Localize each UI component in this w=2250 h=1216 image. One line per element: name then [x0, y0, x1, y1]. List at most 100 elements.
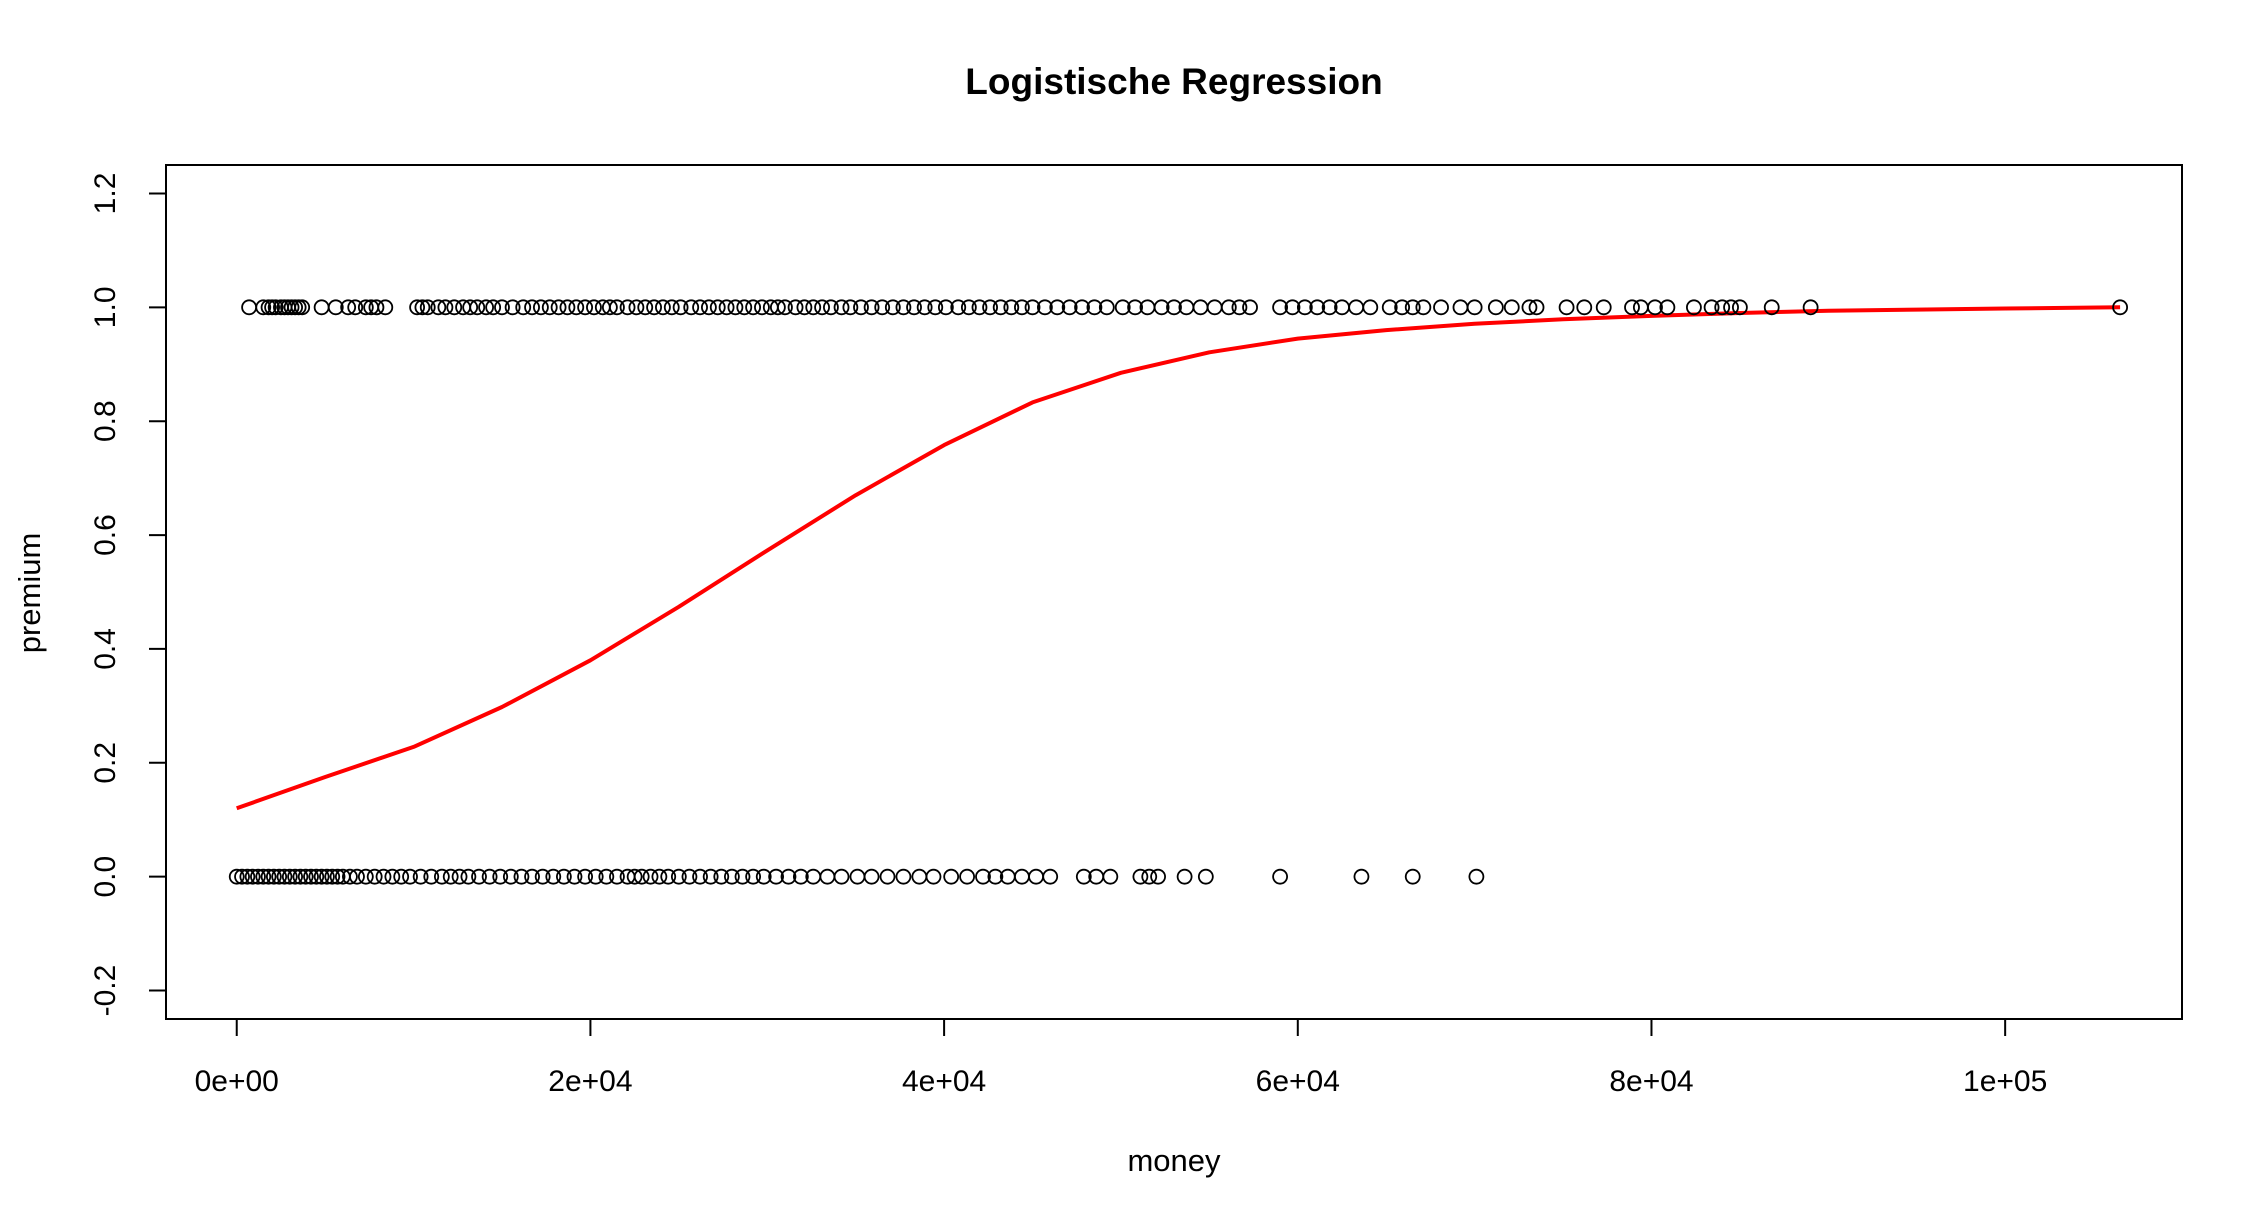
data-point	[555, 868, 572, 885]
data-point	[239, 868, 256, 885]
data-point	[723, 868, 740, 885]
data-point	[524, 299, 540, 316]
data-point	[515, 299, 532, 316]
data-point	[736, 299, 753, 316]
data-point	[842, 299, 859, 316]
data-point	[1127, 299, 1143, 316]
data-point	[460, 868, 477, 885]
data-point	[1296, 299, 1313, 316]
data-point	[727, 299, 744, 316]
data-point	[1003, 299, 1020, 316]
data-point	[265, 868, 282, 885]
data-point	[1558, 299, 1575, 316]
data-point	[792, 868, 809, 885]
x-tick-label: 2e+04	[548, 1065, 632, 1098]
data-point	[655, 299, 671, 316]
data-point	[987, 868, 1004, 885]
data-point	[347, 299, 364, 316]
data-point	[260, 868, 277, 885]
y-tick-label: 0.6	[89, 514, 122, 556]
data-point	[502, 868, 519, 885]
data-point	[1659, 299, 1676, 316]
data-point	[683, 299, 700, 316]
data-point	[609, 868, 625, 885]
data-point	[906, 299, 922, 316]
data-point	[349, 868, 365, 885]
data-point	[681, 868, 698, 885]
data-point	[637, 299, 654, 316]
data-point	[1014, 299, 1030, 316]
data-points-layer	[228, 299, 2129, 885]
data-point	[319, 868, 335, 885]
data-point	[1272, 299, 1289, 316]
data-point	[1150, 868, 1166, 885]
data-point	[377, 299, 394, 316]
data-point	[1309, 299, 1326, 316]
data-point	[271, 868, 288, 885]
data-point	[446, 299, 463, 316]
data-point	[1220, 299, 1237, 316]
data-point	[787, 299, 804, 316]
data-point	[1703, 299, 1720, 316]
data-point	[1466, 299, 1483, 316]
data-point	[492, 868, 509, 885]
data-point	[971, 299, 988, 316]
data-point	[1284, 299, 1301, 316]
data-point	[1037, 299, 1053, 316]
data-point	[1394, 299, 1411, 316]
data-point	[833, 868, 850, 885]
data-point	[916, 299, 933, 316]
data-point	[943, 868, 960, 885]
data-point	[1176, 868, 1193, 885]
data-point	[550, 299, 567, 316]
data-point	[819, 868, 836, 885]
data-point	[1075, 868, 1092, 885]
data-point	[1024, 299, 1041, 316]
data-point	[1074, 299, 1090, 316]
data-point	[1723, 299, 1739, 316]
data-point	[992, 299, 1009, 316]
data-point	[672, 299, 689, 316]
data-point	[308, 868, 325, 885]
plot-frame	[165, 164, 2183, 1020]
data-point	[1487, 299, 1504, 316]
data-point	[702, 868, 719, 885]
data-point	[402, 868, 418, 885]
data-point	[462, 299, 479, 316]
data-point	[414, 299, 431, 316]
data-point	[1321, 299, 1338, 316]
data-point	[1061, 299, 1078, 316]
data-point	[357, 868, 374, 885]
data-point	[368, 299, 385, 316]
y-tick-label: 0.4	[89, 628, 122, 670]
data-point	[646, 299, 662, 316]
data-point	[1714, 299, 1731, 316]
data-point	[276, 868, 293, 885]
data-point	[960, 299, 977, 316]
data-point	[879, 868, 896, 885]
data-point	[375, 868, 392, 885]
data-point	[633, 868, 650, 885]
data-point	[745, 868, 762, 885]
data-point	[1098, 299, 1115, 316]
fitted-curve-layer	[236, 305, 2121, 811]
data-point	[959, 868, 975, 885]
data-point	[419, 299, 436, 316]
data-point	[566, 868, 583, 885]
data-point	[796, 299, 813, 316]
data-point	[469, 299, 486, 316]
data-point	[1802, 299, 1819, 316]
data-point	[709, 299, 726, 316]
data-point	[267, 299, 284, 316]
data-point	[642, 868, 659, 885]
data-point	[1197, 868, 1214, 885]
data-point	[863, 868, 880, 885]
data-point	[1132, 868, 1149, 885]
y-tick-label: 0.2	[89, 742, 122, 784]
data-point	[294, 299, 311, 316]
data-point	[1153, 299, 1170, 316]
data-point	[833, 299, 850, 316]
data-point	[1763, 299, 1780, 316]
data-point	[1381, 299, 1398, 316]
data-point	[471, 868, 487, 885]
